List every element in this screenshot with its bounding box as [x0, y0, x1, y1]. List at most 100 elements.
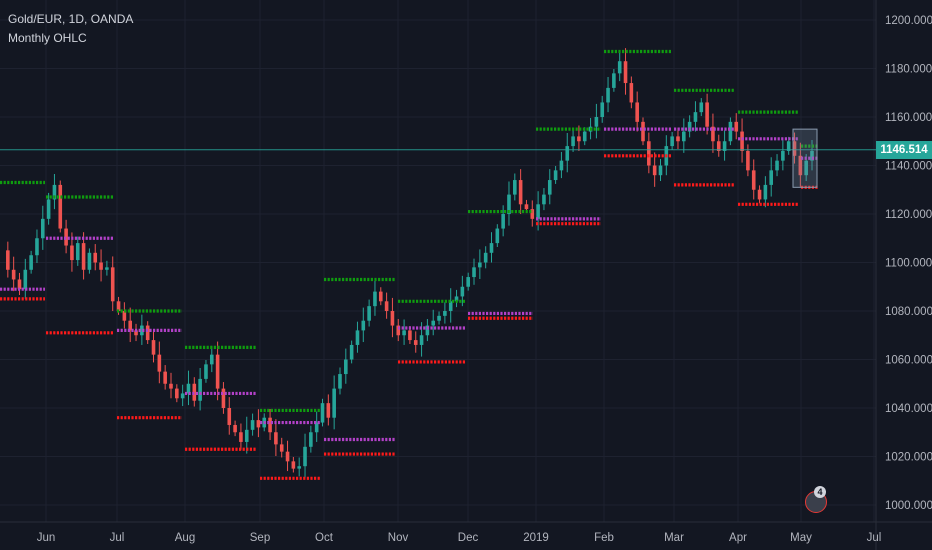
- candle: [734, 113, 739, 140]
- candle: [577, 125, 581, 151]
- candle: [151, 331, 156, 363]
- candle: [413, 331, 418, 353]
- candle: [507, 181, 511, 226]
- candle: [617, 52, 622, 82]
- price-tick-label: 1100.000: [885, 258, 932, 270]
- candle: [29, 250, 33, 274]
- time-tick-label: Nov: [388, 532, 409, 544]
- candle: [244, 416, 249, 454]
- candle: [676, 127, 680, 150]
- time-axis[interactable]: Jun Jul Aug Sep Oct Nov Dec 2019 Feb Mar Apr May Jul: [37, 532, 882, 544]
- candle: [186, 370, 191, 406]
- candle: [647, 132, 651, 174]
- candle: [209, 345, 214, 373]
- candle: [542, 188, 546, 211]
- candle: [483, 246, 488, 269]
- candle: [355, 321, 360, 353]
- candle: [227, 397, 232, 435]
- candle: [239, 423, 243, 450]
- candle: [606, 76, 610, 113]
- last-price-label: 1146.514: [876, 141, 932, 159]
- candle: [466, 272, 470, 291]
- candle: [513, 173, 517, 201]
- candle: [565, 133, 570, 173]
- candle: [629, 76, 634, 109]
- candle: [571, 129, 575, 152]
- candle: [699, 98, 704, 117]
- candle: [361, 307, 366, 343]
- candle: [652, 152, 657, 187]
- time-tick-label: May: [790, 532, 812, 544]
- candle: [309, 425, 313, 453]
- candle: [256, 409, 261, 438]
- price-tick-label: 1000.000: [885, 500, 932, 512]
- time-tick-label: Jul: [110, 532, 125, 544]
- candle: [52, 173, 57, 210]
- candle: [518, 169, 523, 214]
- candle: [338, 367, 342, 395]
- symbol-title[interactable]: Gold/EUR, 1D, OANDA: [8, 12, 134, 26]
- candle: [396, 319, 401, 342]
- candle: [769, 157, 774, 197]
- price-tick-label: 1060.000: [885, 355, 932, 367]
- candle: [530, 200, 535, 227]
- candle: [17, 272, 22, 295]
- price-tick-label: 1080.000: [885, 306, 932, 318]
- candle: [373, 280, 377, 316]
- candle: [87, 248, 92, 274]
- candle: [233, 420, 237, 437]
- candle: [763, 176, 768, 208]
- candle: [35, 229, 39, 263]
- candle: [431, 309, 436, 336]
- candle: [46, 192, 51, 225]
- price-tick-label: 1140.000: [885, 161, 932, 173]
- candle: [250, 413, 255, 436]
- candle: [460, 275, 465, 307]
- time-tick-label: Aug: [175, 532, 195, 544]
- candle: [472, 258, 476, 285]
- candle: [781, 140, 785, 171]
- candle: [40, 205, 45, 250]
- price-axis[interactable]: 1000.000 1020.000 1040.000 1060.000 1080.000…: [885, 15, 932, 512]
- candle: [792, 132, 797, 164]
- time-tick-label: 2019: [523, 532, 549, 544]
- candle: [204, 359, 208, 383]
- candle: [454, 289, 459, 308]
- candle: [559, 151, 564, 179]
- candle: [740, 118, 744, 163]
- candle: [623, 48, 628, 95]
- indicator-title[interactable]: Monthly OHLC: [8, 31, 87, 45]
- candle: [93, 244, 98, 271]
- time-tick-label: Apr: [729, 532, 747, 544]
- candle: [716, 134, 721, 157]
- candle: [134, 323, 138, 342]
- time-tick-label: Oct: [315, 532, 334, 544]
- candle: [105, 260, 109, 276]
- candle: [128, 307, 133, 343]
- candle: [612, 68, 616, 92]
- range-highlight-box[interactable]: [792, 128, 818, 188]
- candle: [99, 249, 103, 282]
- candle: [285, 440, 290, 472]
- candle: [390, 297, 395, 338]
- candle: [6, 241, 10, 278]
- candle: [728, 117, 733, 146]
- candle: [145, 321, 150, 344]
- candle: [495, 224, 500, 247]
- candle: [291, 456, 296, 473]
- candle: [349, 340, 354, 364]
- candle: [344, 348, 348, 384]
- candle: [367, 299, 371, 327]
- candle: [693, 101, 698, 132]
- candles: [6, 48, 814, 478]
- candle: [163, 365, 167, 390]
- candle: [332, 375, 336, 430]
- candle: [75, 236, 80, 266]
- idea-count-badge: 4: [814, 486, 826, 498]
- candle: [681, 118, 686, 153]
- candle: [11, 256, 16, 292]
- candle: [425, 319, 430, 342]
- candle: [658, 158, 663, 182]
